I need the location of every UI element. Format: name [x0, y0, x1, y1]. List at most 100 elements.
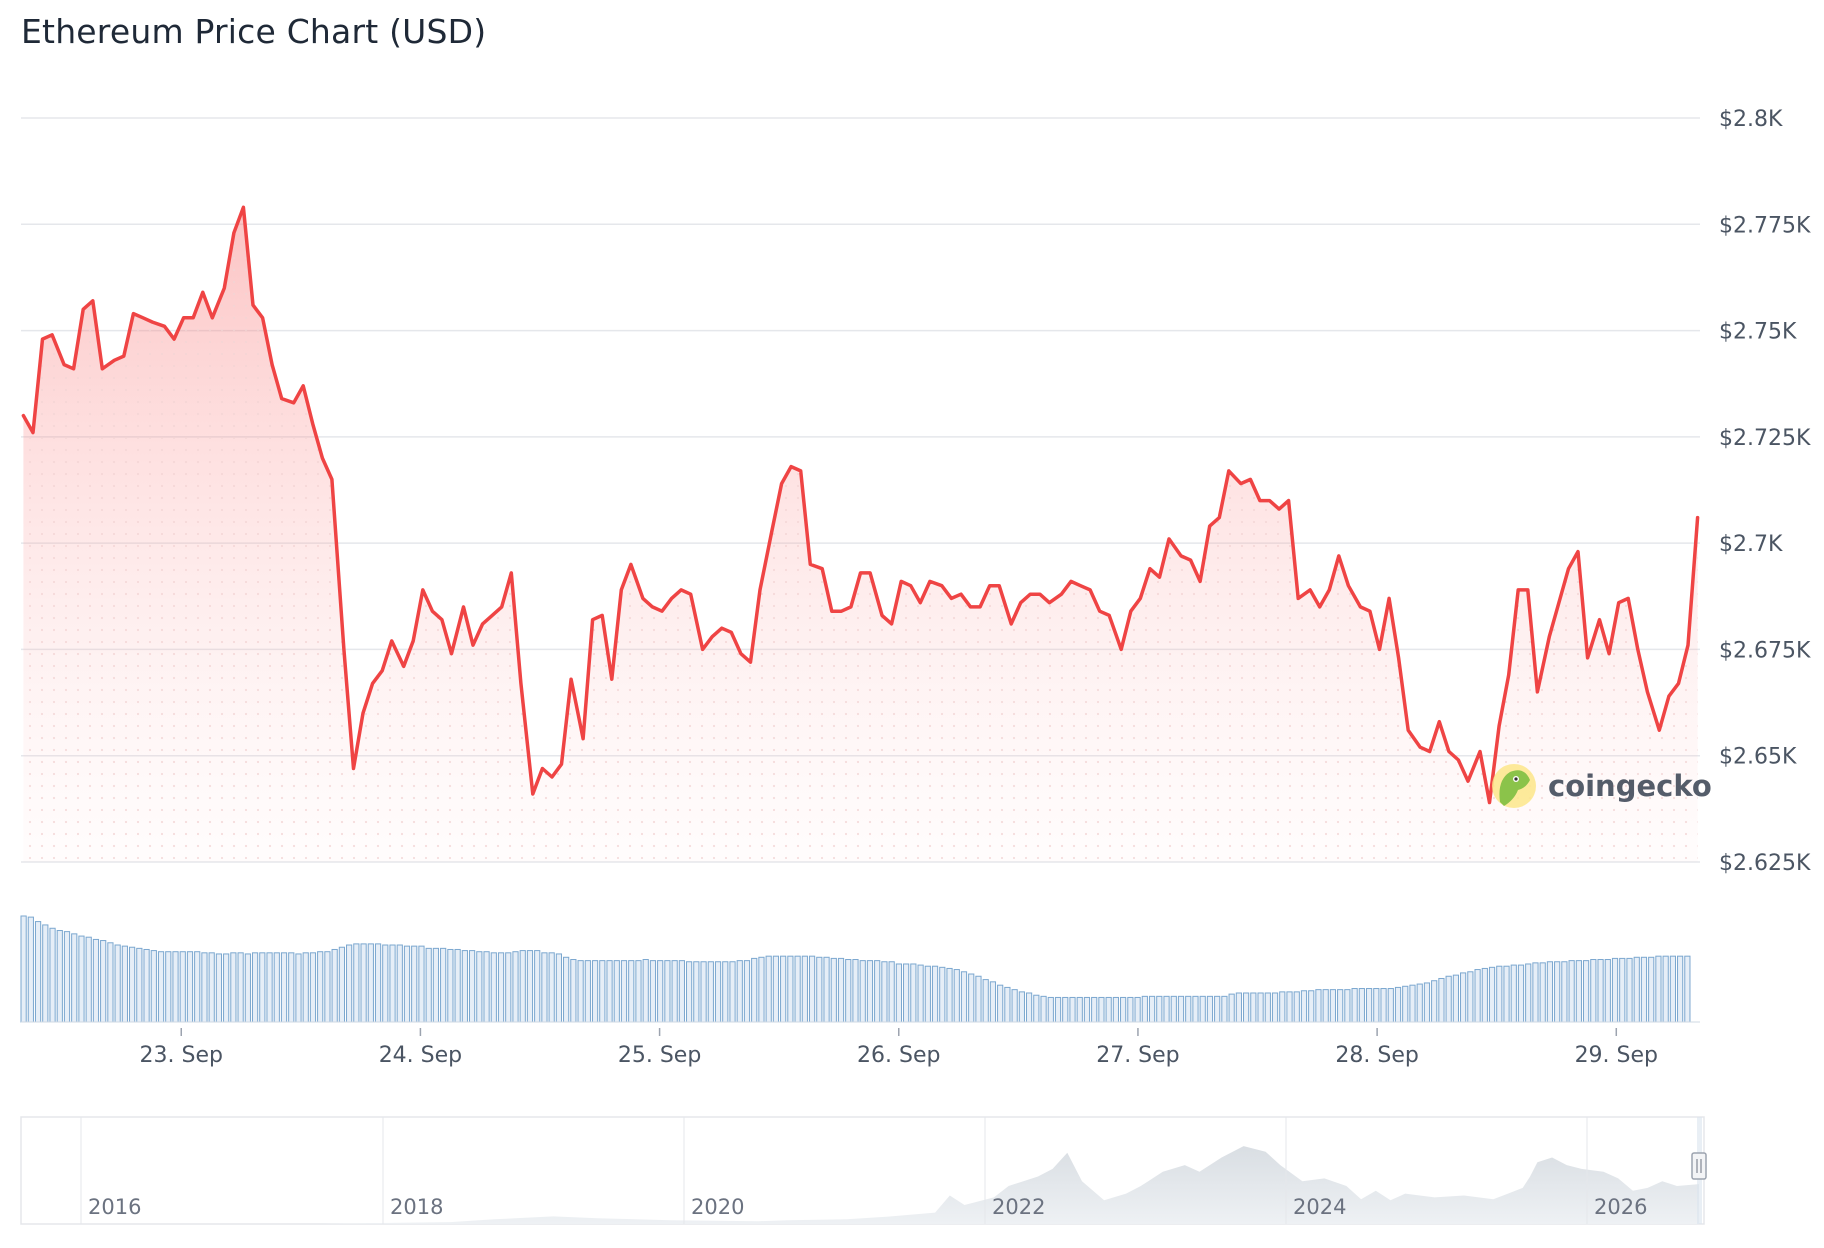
volume-bar	[1177, 995, 1185, 1023]
volume-bar	[541, 952, 548, 1023]
volume-bar	[223, 953, 230, 1023]
volume-bar	[743, 960, 751, 1023]
volume-bar	[1228, 993, 1235, 1023]
volume-bar	[179, 951, 186, 1023]
x-tick-label-1: 24. Sep	[379, 1043, 462, 1068]
volume-bar	[1243, 992, 1250, 1023]
volume-bar	[852, 959, 859, 1023]
volume-bar	[1235, 992, 1242, 1023]
volume-bar	[1438, 977, 1445, 1023]
volume-bar	[1344, 989, 1351, 1023]
volume-bar	[881, 961, 888, 1023]
volume-bar	[1264, 992, 1271, 1023]
volume-bar	[1554, 961, 1561, 1023]
volume-bar	[526, 950, 534, 1023]
volume-bar	[461, 950, 468, 1023]
navigator-tick-label-0: 2016	[88, 1195, 141, 1219]
volume-bar	[953, 969, 960, 1023]
volume-bar	[555, 953, 563, 1023]
volume-bar	[367, 943, 374, 1023]
volume-bar	[92, 938, 100, 1023]
range-navigator[interactable]: 2016 2018 2020 2022 2024 2026	[20, 1116, 1707, 1225]
volume-bar	[1054, 996, 1062, 1023]
volume-bar	[1206, 995, 1214, 1023]
volume-bar	[686, 961, 693, 1023]
volume-bar	[830, 957, 837, 1023]
volume-bar	[1322, 989, 1329, 1023]
volume-bar	[563, 956, 570, 1023]
volume-bar	[519, 950, 526, 1023]
volume-bar	[1380, 988, 1387, 1023]
volume-bar	[1575, 960, 1582, 1023]
volume-bar	[63, 931, 71, 1023]
navigator-tick-label-4: 2024	[1293, 1195, 1346, 1219]
volume-bar	[1250, 992, 1257, 1023]
volume-bar	[309, 952, 317, 1023]
volume-bar	[1648, 956, 1655, 1023]
volume-bar	[121, 945, 128, 1023]
volume-bar	[1286, 991, 1293, 1023]
watermark-text: coingecko	[1548, 769, 1712, 803]
volume-bar	[100, 940, 107, 1023]
volume-bar	[577, 960, 584, 1023]
volume-bar	[1293, 991, 1300, 1023]
volume-bar	[266, 952, 273, 1023]
volume-bar	[1083, 996, 1091, 1023]
volume-bar	[1669, 955, 1677, 1023]
volume-bar	[114, 944, 121, 1023]
volume-bar	[1481, 967, 1488, 1023]
volume-bars	[20, 915, 1700, 1023]
navigator-handle[interactable]	[1691, 1152, 1707, 1180]
volume-bar	[403, 945, 411, 1023]
volume-bar	[136, 947, 143, 1023]
volume-bar	[1409, 984, 1416, 1023]
x-tick-label-3: 26. Sep	[857, 1043, 940, 1068]
volume-bar	[295, 953, 302, 1023]
volume-bar	[1351, 988, 1358, 1023]
volume-bar	[642, 959, 649, 1023]
volume-bar	[1300, 990, 1308, 1023]
volume-bar	[454, 948, 461, 1023]
volume-bar	[1069, 996, 1076, 1023]
volume-bar	[671, 960, 678, 1023]
volume-bar	[1510, 964, 1517, 1023]
volume-bar	[1156, 995, 1163, 1023]
volume-bar	[649, 960, 657, 1023]
navigator-tick-label-3: 2022	[992, 1195, 1045, 1219]
volume-bar	[143, 948, 150, 1023]
volume-bar	[1098, 996, 1105, 1023]
volume-bar	[389, 944, 396, 1023]
volume-bar	[440, 947, 447, 1023]
y-tick-label-4: $2.7K	[1719, 532, 1783, 557]
x-tick-label-4: 27. Sep	[1096, 1043, 1179, 1068]
volume-bar	[1445, 975, 1452, 1023]
volume-bar	[714, 961, 722, 1023]
volume-bar	[1532, 962, 1539, 1023]
volume-bar	[1025, 992, 1033, 1023]
volume-bar	[129, 946, 136, 1023]
volume-bar	[447, 948, 454, 1023]
y-tick-label-3: $2.725K	[1719, 426, 1811, 451]
price-area-dots	[23, 207, 1698, 863]
volume-bar	[924, 965, 931, 1023]
navigator-series	[230, 1146, 1699, 1224]
volume-bar	[230, 952, 237, 1023]
volume-bar	[910, 963, 917, 1023]
volume-bar	[1474, 969, 1481, 1023]
volume-bar	[1163, 995, 1170, 1023]
chart-title: Ethereum Price Chart (USD)	[21, 12, 487, 51]
volume-bar	[635, 960, 642, 1023]
volume-bar	[201, 952, 208, 1023]
volume-bar	[1279, 991, 1286, 1023]
y-tick-label-2: $2.75K	[1719, 320, 1797, 345]
volume-bar	[1358, 988, 1365, 1023]
volume-bar	[186, 951, 194, 1023]
volume-bar	[874, 960, 881, 1023]
volume-bar	[273, 952, 280, 1023]
volume-bar	[1271, 992, 1279, 1023]
volume-bar	[570, 959, 577, 1023]
volume-bar	[1033, 994, 1040, 1023]
volume-bar	[599, 960, 606, 1023]
volume-bar	[1127, 996, 1134, 1023]
